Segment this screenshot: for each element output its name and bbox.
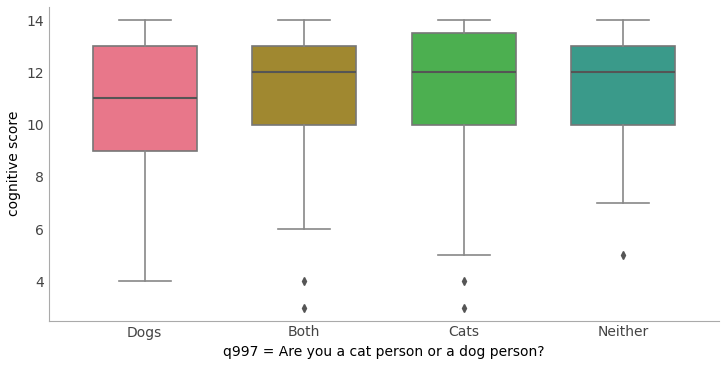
PathPatch shape [93, 46, 197, 151]
PathPatch shape [571, 46, 675, 124]
PathPatch shape [253, 46, 356, 124]
X-axis label: q997 = Are you a cat person or a dog person?: q997 = Are you a cat person or a dog per… [224, 345, 544, 359]
PathPatch shape [412, 33, 515, 124]
Y-axis label: cognitive score: cognitive score [7, 111, 21, 216]
